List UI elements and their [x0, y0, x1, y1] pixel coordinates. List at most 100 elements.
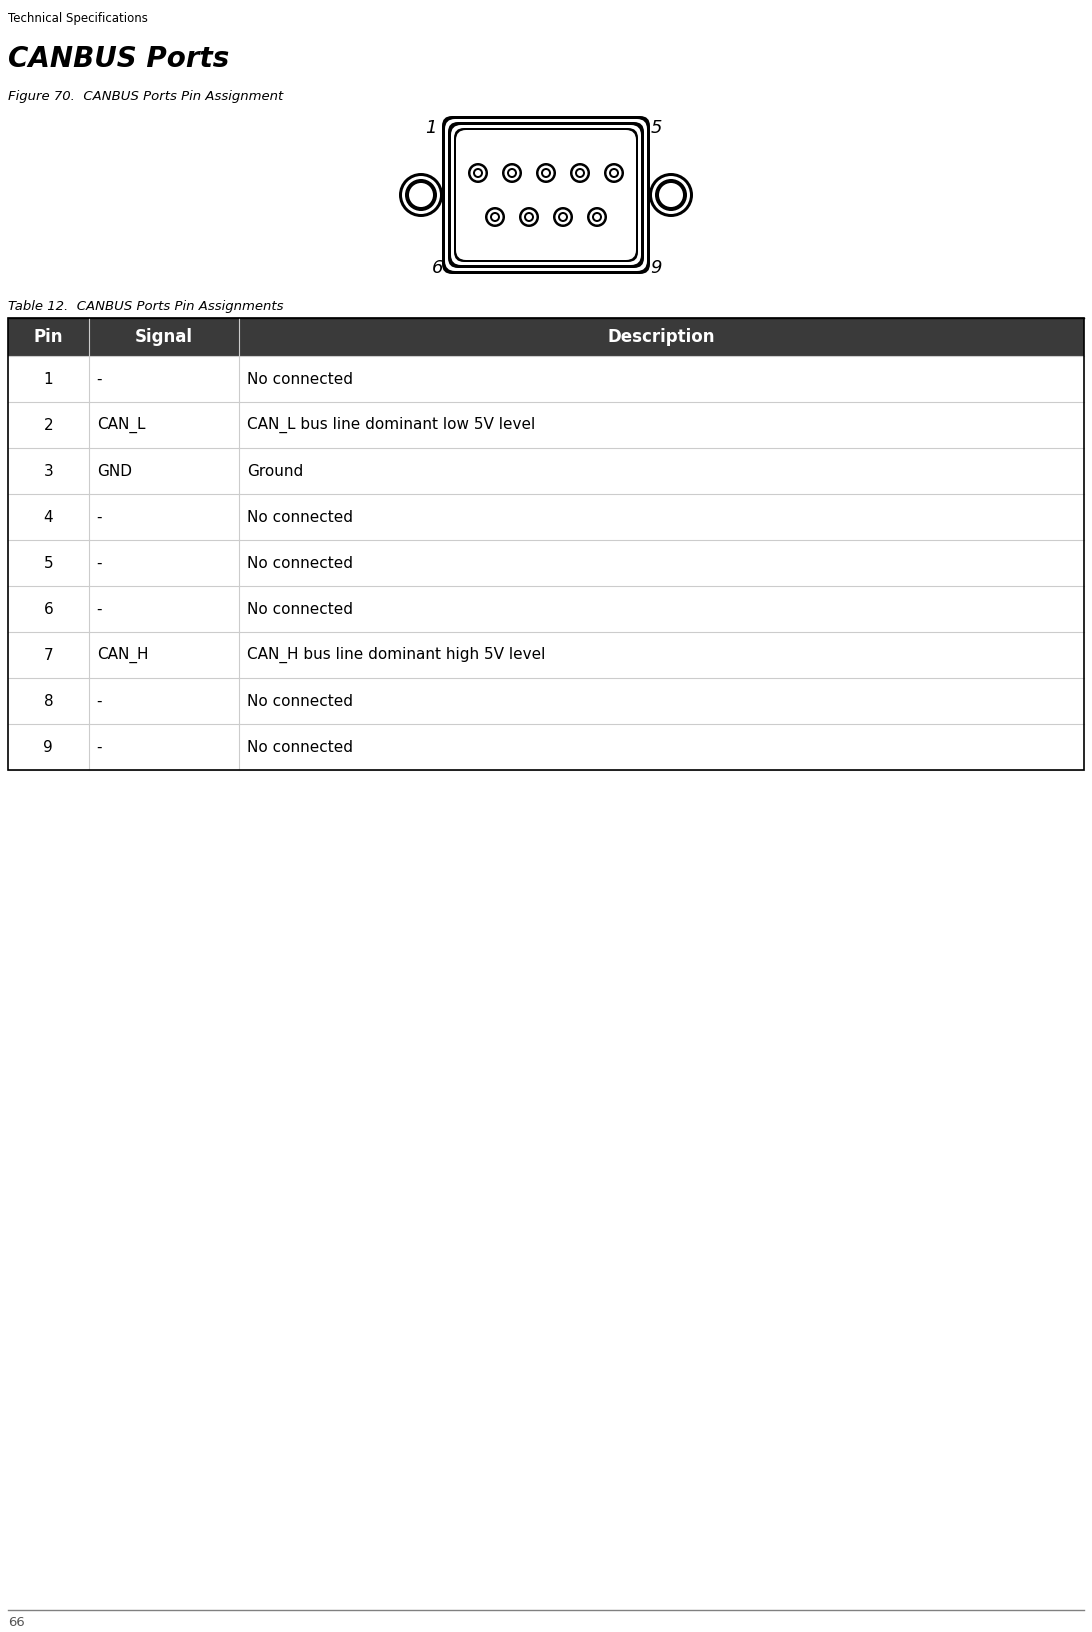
- Text: -: -: [97, 372, 103, 387]
- Circle shape: [541, 168, 551, 178]
- Text: No connected: No connected: [248, 739, 354, 754]
- Text: No connected: No connected: [248, 509, 354, 524]
- Text: 1: 1: [425, 119, 437, 137]
- Text: Table 12.  CANBUS Ports Pin Assignments: Table 12. CANBUS Ports Pin Assignments: [8, 300, 284, 313]
- Text: No connected: No connected: [248, 602, 354, 617]
- Circle shape: [658, 183, 682, 207]
- Circle shape: [590, 209, 605, 225]
- Text: CANBUS Ports: CANBUS Ports: [8, 46, 229, 73]
- Circle shape: [473, 168, 483, 178]
- Circle shape: [604, 163, 624, 183]
- Text: 5: 5: [650, 119, 662, 137]
- Text: -: -: [97, 555, 103, 571]
- Circle shape: [475, 170, 480, 176]
- FancyBboxPatch shape: [451, 126, 641, 264]
- Text: 9: 9: [44, 739, 54, 754]
- Text: CAN_H: CAN_H: [97, 646, 149, 663]
- Circle shape: [490, 212, 500, 222]
- Text: 6: 6: [44, 602, 54, 617]
- Circle shape: [594, 214, 600, 220]
- Text: 3: 3: [44, 463, 54, 478]
- Text: 5: 5: [44, 555, 54, 571]
- Bar: [8, 318, 1084, 356]
- Bar: [8, 632, 1084, 677]
- Circle shape: [577, 170, 583, 176]
- Circle shape: [502, 163, 522, 183]
- Text: 9: 9: [650, 259, 662, 277]
- FancyBboxPatch shape: [448, 122, 644, 268]
- Circle shape: [655, 180, 687, 211]
- Circle shape: [609, 168, 619, 178]
- Circle shape: [485, 207, 505, 227]
- Text: Ground: Ground: [248, 463, 304, 478]
- Text: CAN_L: CAN_L: [97, 416, 145, 432]
- Text: CAN_H bus line dominant high 5V level: CAN_H bus line dominant high 5V level: [248, 646, 546, 663]
- Circle shape: [649, 173, 693, 217]
- Circle shape: [572, 165, 587, 181]
- Circle shape: [410, 183, 434, 207]
- Circle shape: [522, 209, 536, 225]
- Circle shape: [570, 163, 590, 183]
- Circle shape: [587, 207, 607, 227]
- FancyBboxPatch shape: [454, 127, 638, 263]
- Circle shape: [538, 165, 554, 181]
- Circle shape: [505, 165, 520, 181]
- Text: Pin: Pin: [34, 328, 63, 346]
- Text: Figure 70.  CANBUS Ports Pin Assignment: Figure 70. CANBUS Ports Pin Assignment: [8, 90, 283, 103]
- Circle shape: [524, 212, 534, 222]
- Text: 7: 7: [44, 648, 54, 663]
- Text: Signal: Signal: [135, 328, 193, 346]
- Text: CAN_L bus line dominant low 5V level: CAN_L bus line dominant low 5V level: [248, 416, 535, 432]
- Text: GND: GND: [97, 463, 132, 478]
- Circle shape: [536, 163, 556, 183]
- Circle shape: [560, 214, 566, 220]
- Text: 6: 6: [432, 259, 443, 277]
- Circle shape: [575, 168, 585, 178]
- Circle shape: [612, 170, 617, 176]
- Circle shape: [526, 214, 532, 220]
- Text: No connected: No connected: [248, 694, 354, 708]
- Text: No connected: No connected: [248, 372, 354, 387]
- Circle shape: [492, 214, 498, 220]
- Text: -: -: [97, 509, 103, 524]
- Circle shape: [592, 212, 602, 222]
- Circle shape: [468, 163, 488, 183]
- Text: 66: 66: [8, 1616, 25, 1629]
- Circle shape: [487, 209, 502, 225]
- Text: Description: Description: [608, 328, 715, 346]
- Circle shape: [652, 176, 690, 214]
- Circle shape: [509, 170, 515, 176]
- Bar: [8, 540, 1084, 586]
- Bar: [8, 401, 1084, 449]
- Text: -: -: [97, 694, 103, 708]
- Circle shape: [606, 165, 621, 181]
- Circle shape: [519, 207, 539, 227]
- Bar: [8, 494, 1084, 540]
- Bar: [8, 677, 1084, 725]
- FancyBboxPatch shape: [442, 116, 650, 274]
- Text: -: -: [97, 739, 103, 754]
- Bar: [8, 356, 1084, 401]
- Bar: [8, 449, 1084, 494]
- FancyBboxPatch shape: [456, 131, 636, 259]
- Circle shape: [558, 212, 568, 222]
- Circle shape: [553, 207, 573, 227]
- Circle shape: [405, 180, 437, 211]
- Circle shape: [507, 168, 517, 178]
- Circle shape: [402, 176, 440, 214]
- Text: 2: 2: [44, 418, 54, 432]
- Circle shape: [556, 209, 570, 225]
- Text: -: -: [97, 602, 103, 617]
- Text: No connected: No connected: [248, 555, 354, 571]
- Text: Technical Specifications: Technical Specifications: [8, 11, 147, 24]
- Bar: [8, 318, 1084, 770]
- Bar: [8, 725, 1084, 770]
- Text: 4: 4: [44, 509, 54, 524]
- Circle shape: [543, 170, 549, 176]
- Text: 8: 8: [44, 694, 54, 708]
- FancyBboxPatch shape: [460, 134, 632, 256]
- Circle shape: [399, 173, 443, 217]
- Circle shape: [471, 165, 486, 181]
- FancyBboxPatch shape: [446, 119, 646, 271]
- Text: 1: 1: [44, 372, 54, 387]
